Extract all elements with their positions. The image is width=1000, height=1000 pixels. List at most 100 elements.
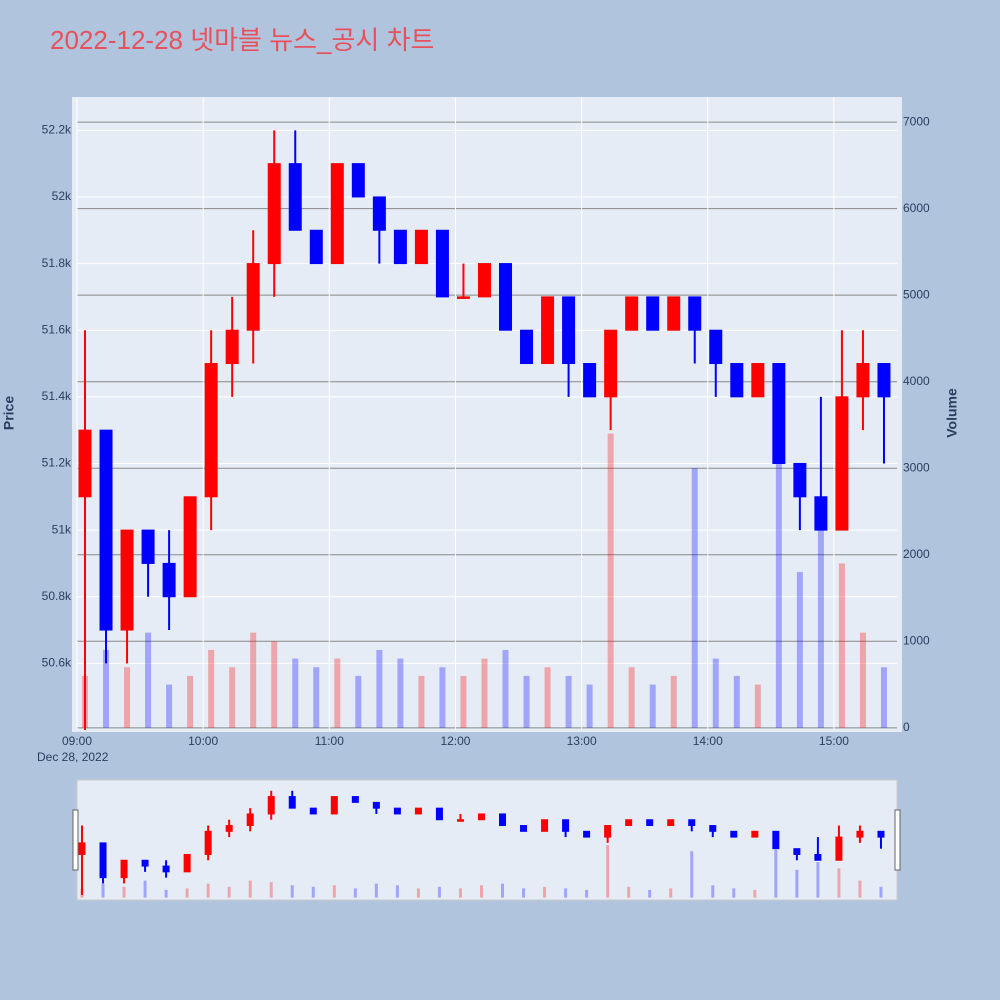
volume-bar [607,433,614,728]
slider-candle-body [709,825,717,832]
x-tick-label: 11:00 [315,734,344,748]
slider-volume-bar [648,889,652,898]
y-tick-label: 50.8k [42,589,72,603]
candle-body [772,363,786,464]
slider-volume-bar [501,883,505,898]
volume-bar [103,649,110,728]
volume-bar [775,459,782,728]
x-date-label: Dec 28, 2022 [37,750,109,764]
slider-candle-body [309,807,317,815]
volume-bar [397,658,404,728]
candle-body [225,329,239,365]
candle-body [520,329,534,365]
slider-handle[interactable] [894,809,901,871]
slider-candle-body [183,853,191,873]
volume-bar [271,641,278,728]
slider-volume-bar [332,885,336,898]
volume-bar [292,658,299,728]
volume-bar [586,684,593,728]
volume-bar [565,675,572,728]
slider-volume-bar [669,888,673,898]
slider-candle-body [267,796,275,815]
x-tick-label: 10:00 [188,734,218,748]
slider-volume-bar [206,883,210,898]
slider-volume-bar [711,885,715,898]
candle-body [414,229,428,265]
candle-body [435,229,449,298]
candle-body [835,396,849,531]
volume-bar [376,649,383,728]
candle-body [688,296,702,331]
volume-bar [418,675,425,728]
candle-body [477,263,491,298]
volume-bar [628,667,635,728]
candle-body [456,296,470,299]
slider-handle[interactable] [72,809,79,871]
slider-volume-bar [522,888,526,898]
slider-volume-bar [564,888,568,898]
slider-volume-bar [732,888,736,898]
slider-candle-body [78,842,86,855]
slider-volume-bar [395,885,399,898]
slider-volume-bar [311,886,315,898]
slider-volume-bar [606,845,610,898]
volume-bar [481,658,488,728]
slider-candle-body [793,848,801,855]
candle-body [309,229,323,265]
volume-bar [502,649,509,728]
slider-candle-body [456,819,464,822]
candle-body [856,363,870,398]
candle-body [877,363,891,398]
candle-body [751,363,765,398]
slider-candle-body [330,796,338,815]
slider-candle-body [225,825,233,832]
candle-body [330,163,344,265]
slider-volume-bar [143,880,147,898]
slider-candle-body [541,819,549,832]
slider-candle-body [625,819,633,827]
slider-volume-bar [185,888,189,898]
slider-volume-bar [816,862,820,898]
candle-body [288,163,302,231]
slider-candle-body [351,796,359,803]
slider-candle-body [141,859,149,867]
slider-candle-body [814,853,822,861]
slider-candle-body [667,819,675,827]
slider-volume-bar [795,869,799,898]
slider-volume-bar [416,888,420,898]
slider-candle-body [646,819,654,827]
volume-bar [460,675,467,728]
slider-volume-bar [437,886,441,898]
slider-volume-bar [837,868,841,898]
x-tick-label: 12:00 [440,734,470,748]
candle-body [141,529,155,564]
slider-volume-bar [774,849,778,898]
candle-body [646,296,660,331]
slider-candle-body [835,836,843,861]
slider-candle-body [583,830,591,838]
candle-body [99,429,113,631]
y-tick-label: 52k [52,189,72,203]
y2-tick-label: 3000 [903,460,930,474]
candle-body [204,363,218,498]
volume-bar [754,684,761,728]
volume-bar [439,667,446,728]
slider-volume-bar [374,883,378,898]
slider-candle-body [877,830,885,838]
slider-candle-body [520,825,528,832]
slider-volume-bar [627,886,631,898]
volume-bar [166,684,173,728]
slider-candle-body [246,813,254,827]
candle-body [393,229,407,265]
slider-candle-body [204,830,212,855]
slider-candle-body [772,830,780,850]
slider-volume-bar [585,889,589,898]
range-slider[interactable] [76,779,898,901]
candle-body [120,529,134,631]
slider-candle-body [751,830,759,838]
slider-candle-body [435,807,443,821]
slider-volume-bar [458,888,462,898]
candle-body [78,429,92,498]
slider-candle-body [688,819,696,827]
